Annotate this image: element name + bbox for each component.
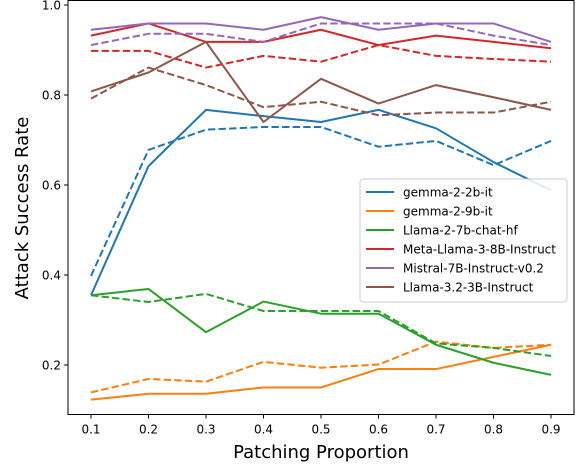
legend-entries: gemma-2-2b-it gemma-2-9b-it Llama-2-7b-cha… [366,186,556,295]
series-line-gemma-2-2b-it-solid [90,108,552,296]
y-tick-label: 0.6 [42,179,61,193]
legend-label: Meta-Llama-3-8B-Instruct [403,243,556,257]
y-tick-label: 0.8 [42,89,61,103]
legend-label: Llama-2-7b-chat-hf [403,224,518,238]
y-tick-label: 1.0 [42,0,61,13]
x-tick-label: 0.2 [139,423,158,437]
x-tick-label: 0.3 [196,423,215,437]
series-line-llama-3-2-3b-instruct-solid [90,40,552,123]
series-line-gemma-2-2b-it-dashed [90,125,552,277]
series-line-llama-3-2-3b-instruct-dashed [90,66,552,117]
series-line-llama-2-7b-chat-hf-dashed [90,292,552,357]
y-axis-label: Attack Success Rate [12,117,33,300]
legend: gemma-2-2b-it gemma-2-9b-it Llama-2-7b-cha… [359,178,568,303]
x-axis-label: Patching Proportion [233,442,409,463]
x-tick-label: 0.4 [254,423,273,437]
y-tick-label: 0.4 [42,269,61,283]
series-line-meta-llama-3-8b-instruct-solid [90,22,552,50]
x-tick-label: 0.1 [81,423,100,437]
y-tick-label: 0.2 [42,359,61,373]
series-line-mistral-7b-instruct-v0-2-dashed [90,22,552,47]
series-line-gemma-2-9b-it-solid [90,343,552,401]
x-tick-label: 0.6 [369,423,388,437]
legend-label: gemma-2-2b-it [403,186,493,200]
x-tick-label: 0.8 [484,423,503,437]
legend-label: Llama-3.2-3B-Instruct [403,281,534,295]
x-tick-label: 0.7 [426,423,445,437]
series-line-llama-2-7b-chat-hf-solid [90,287,552,376]
y-axis-ticks: 0.2 0.4 0.6 0.8 1.0 [42,0,68,373]
legend-label: Mistral-7B-Instruct-v0.2 [403,262,544,276]
x-tick-label: 0.9 [541,423,560,437]
series-line-mistral-7b-instruct-v0-2-solid [90,16,552,43]
legend-frame [359,178,568,303]
series-line-gemma-2-9b-it-dashed [90,340,552,394]
x-axis-ticks: 0.1 0.2 0.3 0.4 0.5 0.6 0.7 0.8 0.9 [81,414,561,437]
series-line-meta-llama-3-8b-instruct-dashed [91,44,552,69]
plot-lines [90,16,552,401]
legend-label: gemma-2-9b-it [403,205,493,219]
x-tick-label: 0.5 [311,423,330,437]
